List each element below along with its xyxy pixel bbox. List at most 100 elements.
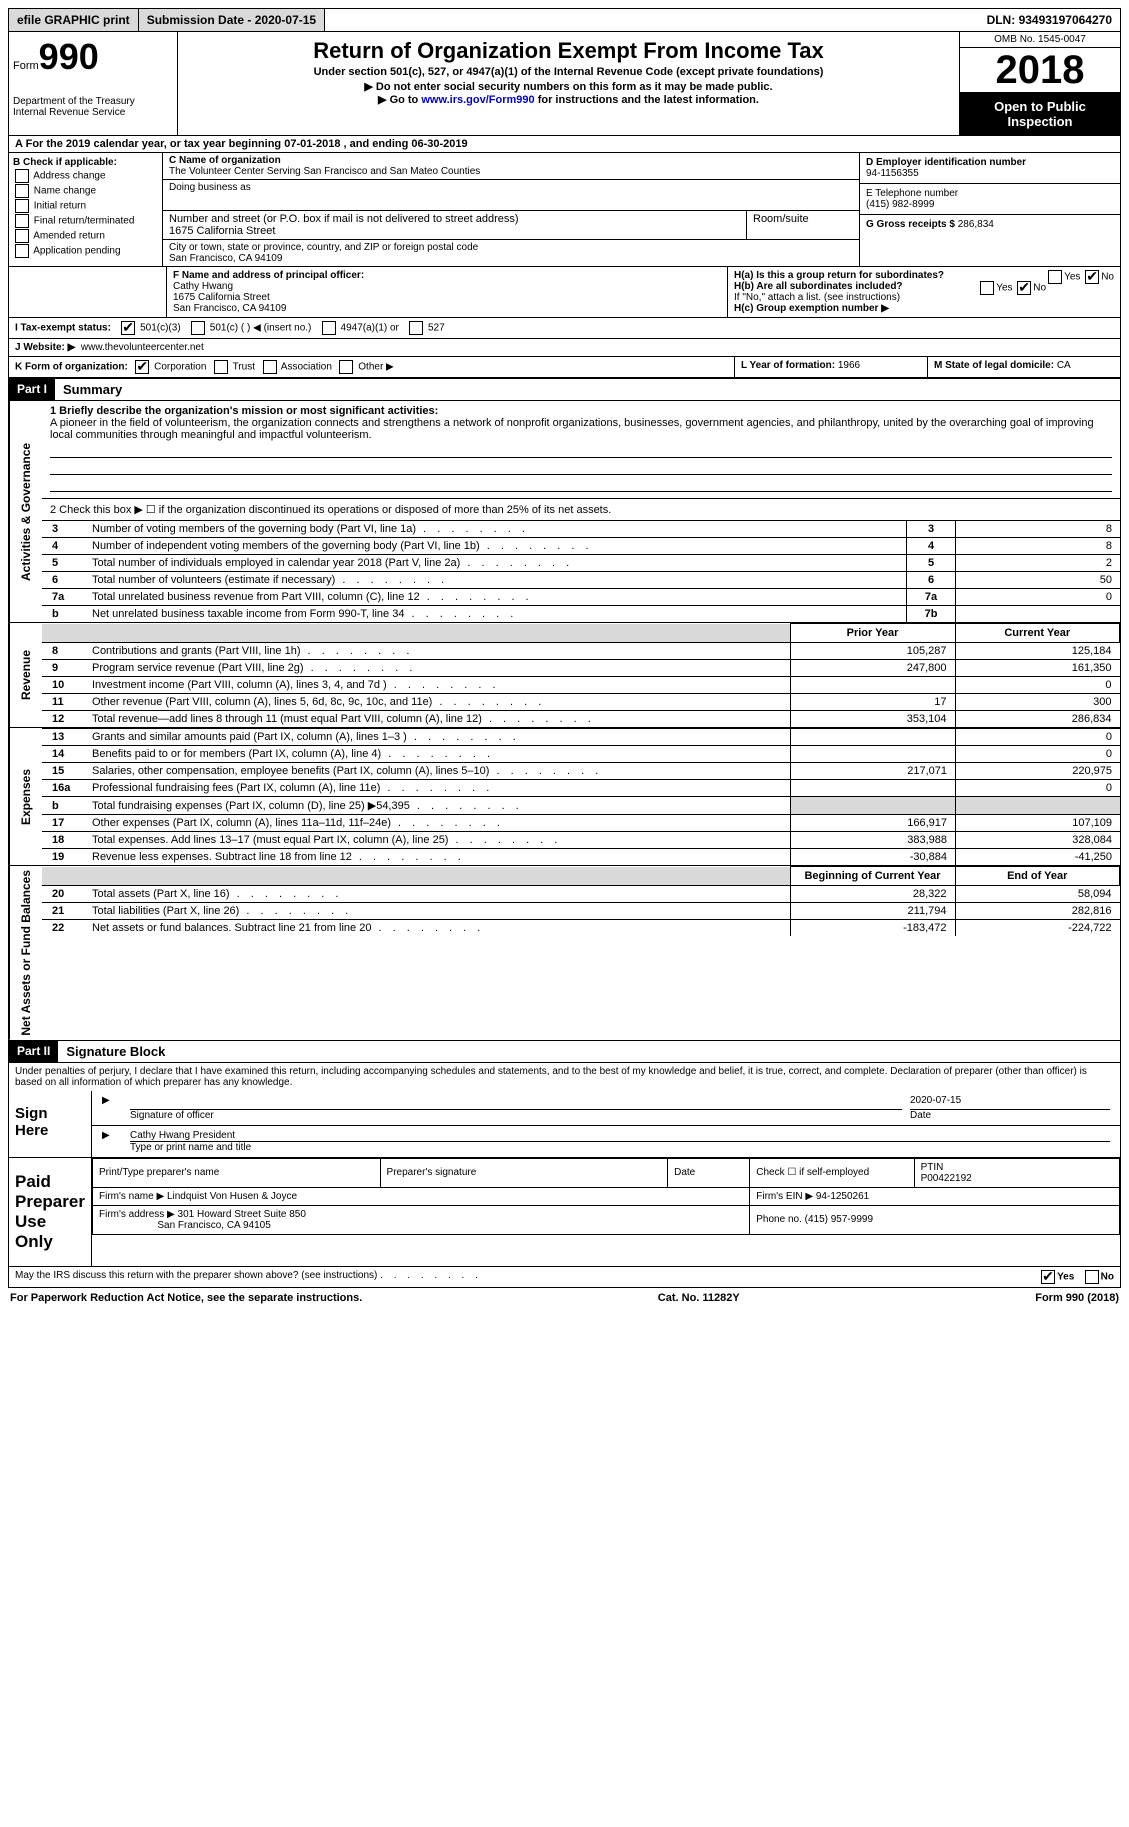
activities-governance-section: Activities & Governance 1 Briefly descri…	[8, 401, 1121, 623]
officer-name-title-label: Type or print name and title	[130, 1142, 1110, 1153]
table-row: 15Salaries, other compensation, employee…	[42, 763, 1120, 780]
table-row: bNet unrelated business taxable income f…	[42, 606, 1120, 623]
ein-label: D Employer identification number	[866, 157, 1114, 168]
submission-date-value: 2020-07-15	[255, 13, 316, 27]
table-row: 20Total assets (Part X, line 16)28,32258…	[42, 886, 1120, 903]
footer-right: Form 990 (2018)	[1035, 1292, 1119, 1304]
identity-block: B Check if applicable: Address change Na…	[8, 153, 1121, 267]
end-year-header: End of Year	[955, 867, 1120, 886]
firm-addr1: 301 Howard Street Suite 850	[178, 1209, 306, 1220]
check-501c3[interactable]	[121, 321, 135, 335]
row-i-tax-status: I Tax-exempt status: 501(c)(3) 501(c) ( …	[8, 318, 1121, 339]
h-note: If "No," attach a list. (see instruction…	[734, 292, 1114, 303]
form-subtitle-1: Under section 501(c), 527, or 4947(a)(1)…	[182, 66, 955, 78]
footer: For Paperwork Reduction Act Notice, see …	[8, 1288, 1121, 1308]
discuss-no[interactable]	[1085, 1270, 1099, 1284]
check-4947[interactable]	[322, 321, 336, 335]
officer-group-row: F Name and address of principal officer:…	[8, 267, 1121, 318]
check-address-change[interactable]: Address change	[13, 169, 158, 183]
check-501c[interactable]	[191, 321, 205, 335]
submission-date-label: Submission Date -	[147, 13, 255, 27]
open-inspection-badge: Open to Public Inspection	[960, 93, 1120, 135]
check-527[interactable]	[409, 321, 423, 335]
footer-left: For Paperwork Reduction Act Notice, see …	[10, 1292, 362, 1304]
submission-date-cell: Submission Date - 2020-07-15	[139, 9, 325, 31]
tax-status-label: I Tax-exempt status:	[15, 323, 111, 334]
box-b-label: B Check if applicable:	[13, 157, 158, 168]
paid-preparer-label: Paid Preparer Use Only	[9, 1158, 92, 1266]
check-application-pending[interactable]: Application pending	[13, 244, 158, 258]
discuss-row: May the IRS discuss this return with the…	[8, 1267, 1121, 1288]
activities-governance-label: Activities & Governance	[9, 401, 42, 622]
box-b: B Check if applicable: Address change Na…	[9, 153, 163, 266]
form-subtitle-2: ▶ Do not enter social security numbers o…	[182, 80, 955, 93]
box-f: F Name and address of principal officer:…	[167, 267, 727, 317]
table-row: 21Total liabilities (Part X, line 26)211…	[42, 903, 1120, 920]
officer-name: Cathy Hwang	[173, 281, 721, 292]
table-row: 9Program service revenue (Part VIII, lin…	[42, 660, 1120, 677]
table-row: 7aTotal unrelated business revenue from …	[42, 589, 1120, 606]
table-row: 19Revenue less expenses. Subtract line 1…	[42, 849, 1120, 866]
year-formation-label: L Year of formation:	[741, 360, 838, 371]
check-assoc[interactable]	[263, 360, 277, 374]
check-corp[interactable]	[135, 360, 149, 374]
room-label: Room/suite	[753, 213, 853, 225]
declaration-text: Under penalties of perjury, I declare th…	[8, 1063, 1121, 1091]
website-label: J Website: ▶	[15, 342, 75, 353]
check-amended-return[interactable]: Amended return	[13, 229, 158, 243]
check-final-return[interactable]: Final return/terminated	[13, 214, 158, 228]
year-formation-value: 1966	[838, 360, 860, 371]
box-h: H(a) Is this a group return for subordin…	[727, 267, 1120, 317]
expenses-section: Expenses 13Grants and similar amounts pa…	[8, 728, 1121, 866]
officer-name-title: Cathy Hwang President	[130, 1130, 1110, 1142]
begin-year-header: Beginning of Current Year	[790, 867, 955, 886]
table-row: 6Total number of volunteers (estimate if…	[42, 572, 1120, 589]
firm-ein-value: 94-1250261	[816, 1191, 869, 1202]
phone-value: (415) 982-8999	[866, 199, 1114, 210]
header-left: Form990 Department of the Treasury Inter…	[9, 32, 178, 135]
dln-cell: DLN: 93493197064270	[979, 9, 1120, 31]
firm-name-value: Lindquist Von Husen & Joyce	[167, 1191, 297, 1202]
check-name-change[interactable]: Name change	[13, 184, 158, 198]
form-title: Return of Organization Exempt From Incom…	[182, 38, 955, 64]
check-trust[interactable]	[214, 360, 228, 374]
efile-print-button[interactable]: efile GRAPHIC print	[9, 9, 139, 31]
expenses-label: Expenses	[9, 728, 42, 865]
table-row: 17Other expenses (Part IX, column (A), l…	[42, 815, 1120, 832]
form-header: Form990 Department of the Treasury Inter…	[8, 32, 1121, 136]
part-ii-header-row: Part II Signature Block	[8, 1041, 1121, 1063]
firm-addr2: San Francisco, CA 94105	[157, 1220, 270, 1231]
box-c: C Name of organization The Volunteer Cen…	[163, 153, 859, 266]
current-year-header: Current Year	[955, 624, 1120, 643]
dln-value: 93493197064270	[1019, 13, 1112, 27]
form-org-label: K Form of organization:	[15, 362, 128, 373]
table-row: 5Total number of individuals employed in…	[42, 555, 1120, 572]
table-row: 10Investment income (Part VIII, column (…	[42, 677, 1120, 694]
form-number-big: 990	[39, 36, 99, 77]
street-label: Number and street (or P.O. box if mail i…	[169, 213, 740, 225]
discuss-text: May the IRS discuss this return with the…	[15, 1270, 377, 1281]
box-d-e-g: D Employer identification number 94-1156…	[859, 153, 1120, 266]
irs-link[interactable]: www.irs.gov/Form990	[421, 94, 534, 106]
check-initial-return[interactable]: Initial return	[13, 199, 158, 213]
ptin-label: PTIN	[921, 1162, 944, 1173]
org-name: The Volunteer Center Serving San Francis…	[169, 166, 853, 177]
prep-sig-label: Preparer's signature	[380, 1158, 668, 1187]
firm-addr-label: Firm's address ▶	[99, 1209, 178, 1220]
part-ii-tag: Part II	[9, 1041, 58, 1062]
table-row: 4Number of independent voting members of…	[42, 538, 1120, 555]
officer-street: 1675 California Street	[173, 292, 721, 303]
discuss-yes[interactable]	[1041, 1270, 1055, 1284]
gross-receipts-value: 286,834	[958, 219, 994, 230]
sign-here-block: Sign Here ▶ Signature of officer 2020-07…	[8, 1091, 1121, 1158]
check-other[interactable]	[339, 360, 353, 374]
table-row: 14Benefits paid to or for members (Part …	[42, 746, 1120, 763]
header-mid: Return of Organization Exempt From Incom…	[178, 32, 960, 135]
prep-self-employed: Check ☐ if self-employed	[750, 1158, 914, 1187]
expenses-lines-table: 13Grants and similar amounts paid (Part …	[42, 728, 1120, 865]
part-i-title: Summary	[55, 379, 130, 400]
sig-date-label: Date	[910, 1110, 1110, 1121]
top-bar: efile GRAPHIC print Submission Date - 20…	[8, 8, 1121, 32]
line2-text: 2 Check this box ▶ ☐ if the organization…	[42, 498, 1120, 520]
header-right: OMB No. 1545-0047 2018 Open to Public In…	[960, 32, 1120, 135]
